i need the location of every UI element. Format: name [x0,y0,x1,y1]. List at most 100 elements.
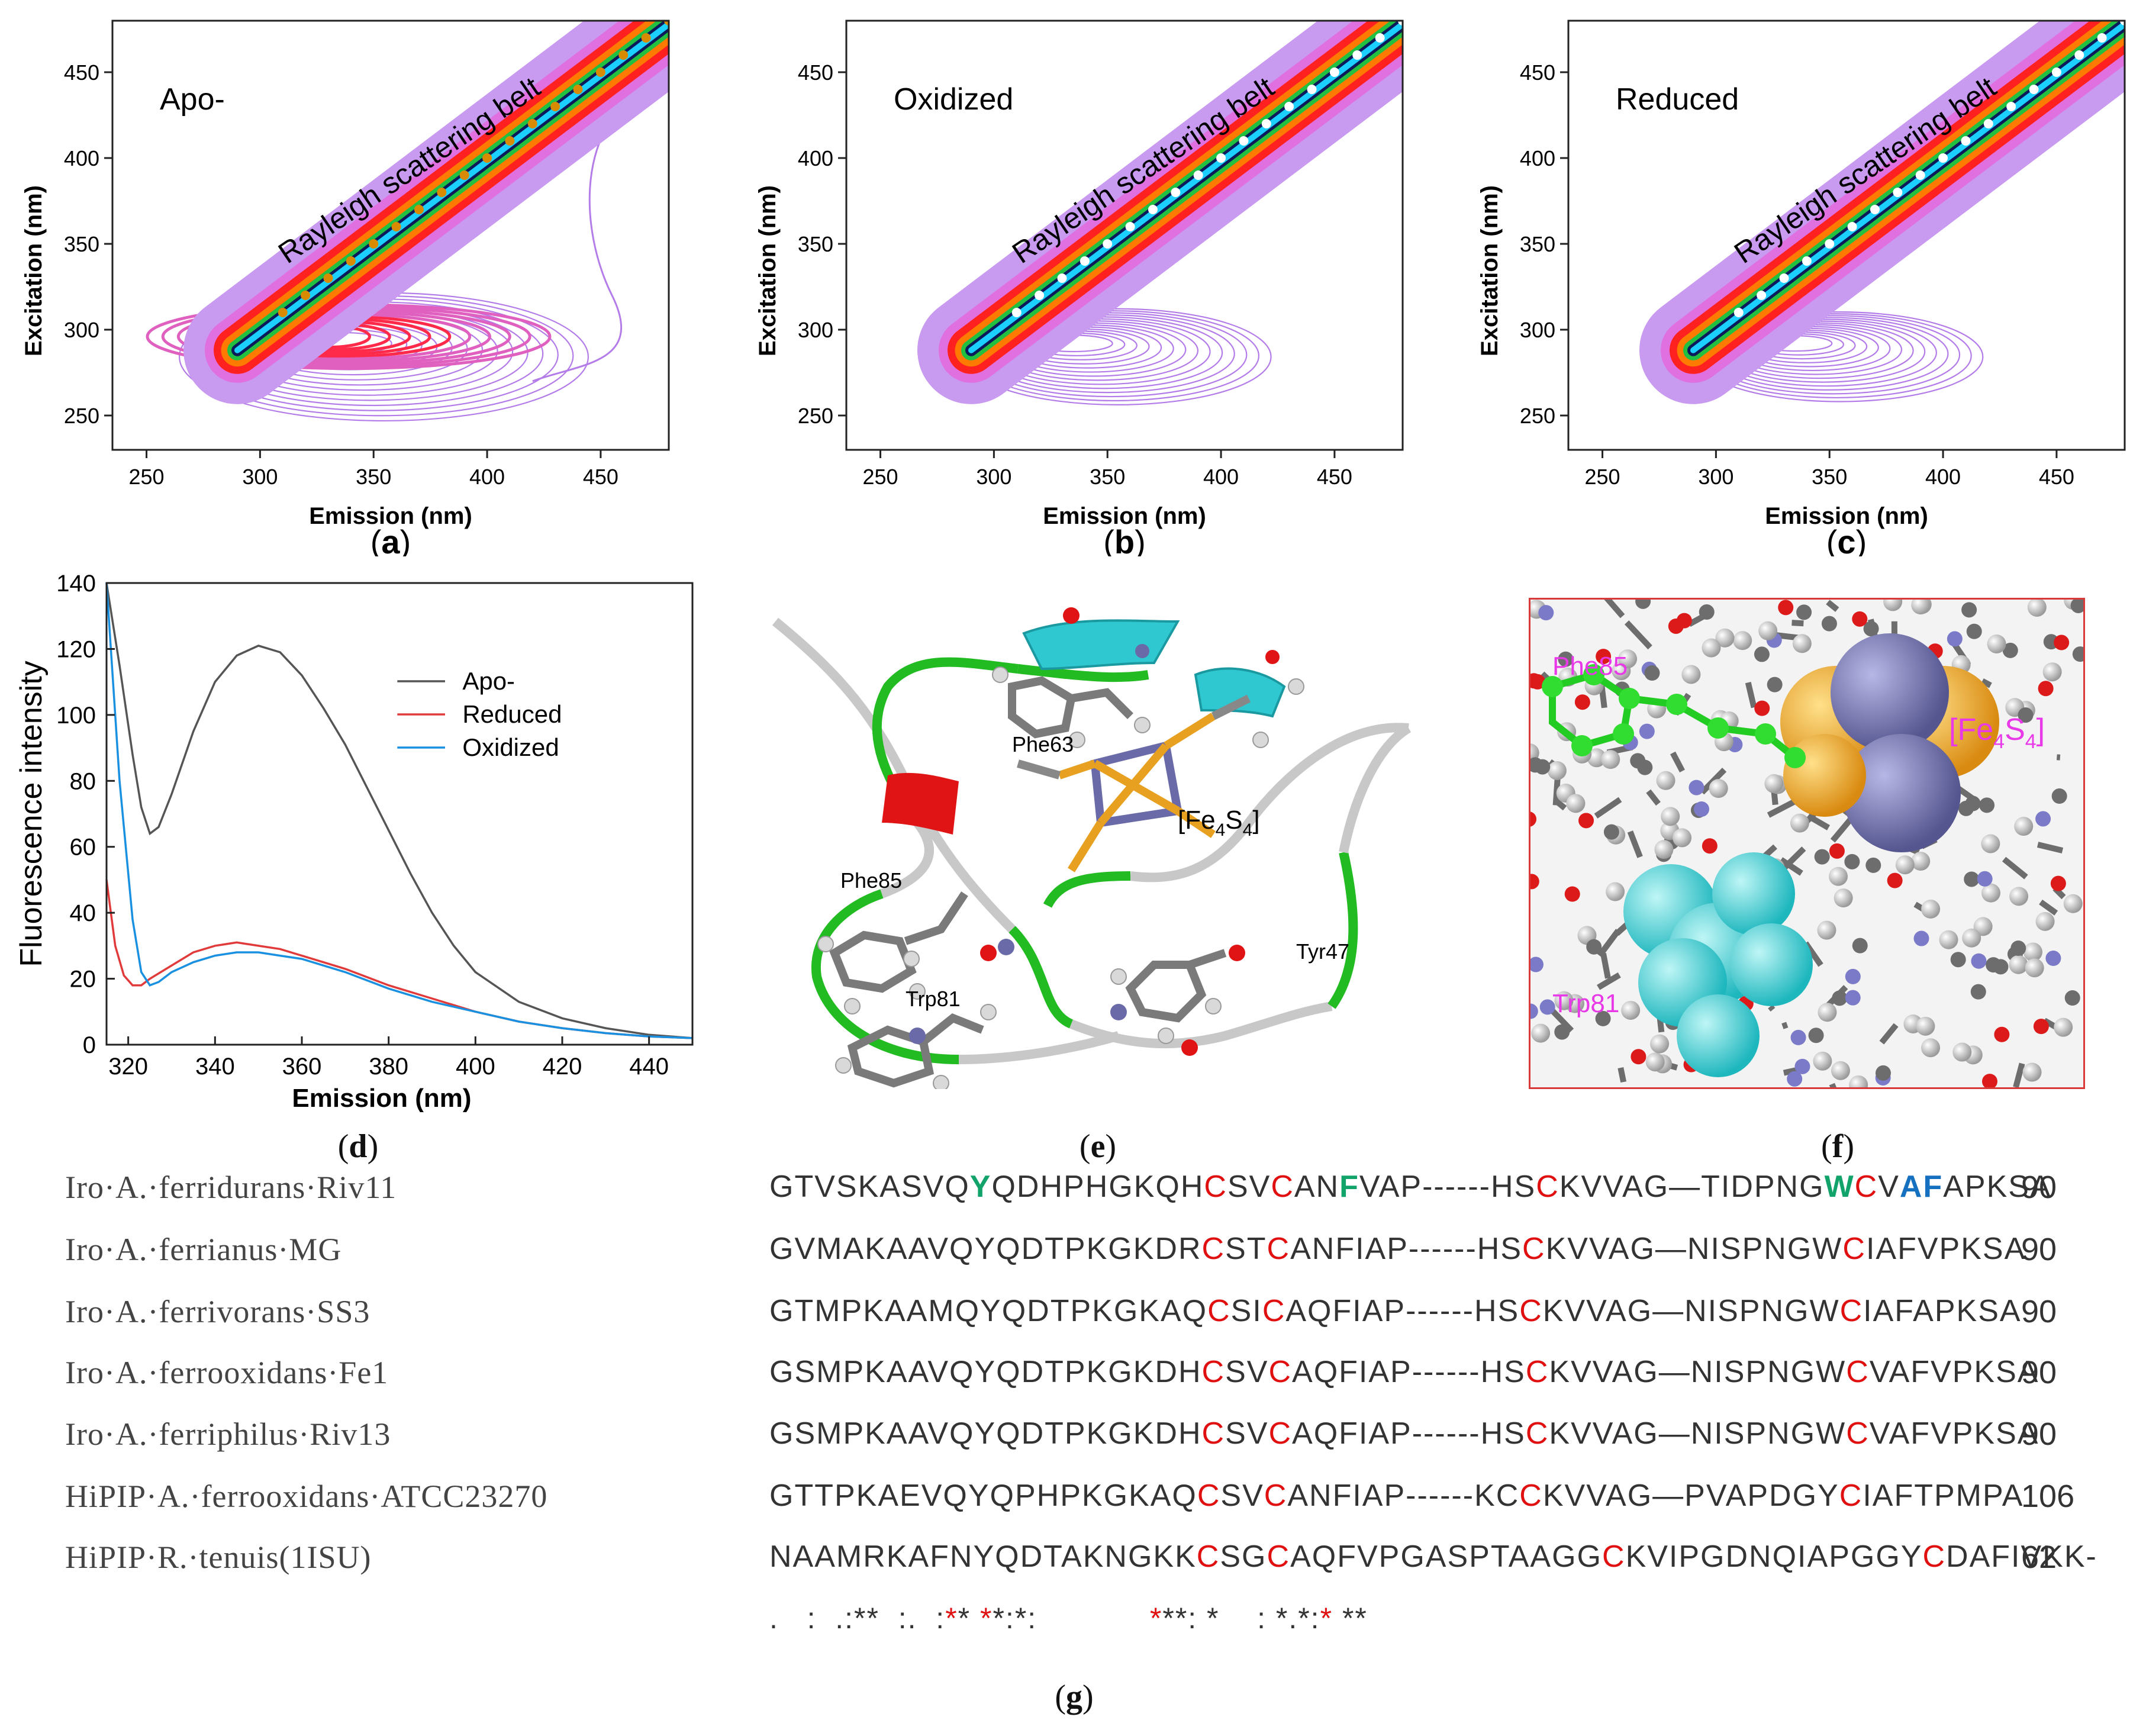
label-phe85: Phe85 [840,868,902,893]
y-tick-label: 400 [64,146,99,170]
label-trp81: Trp81 [906,987,961,1011]
y-tick-label: 80 [70,768,96,794]
sequence-length: 90 [2021,1416,2057,1452]
band-spot [369,239,379,249]
x-tick-label: 400 [469,465,505,489]
x-axis-label: Emission (nm) [292,1084,471,1113]
x-axis-label: Emission (nm) [1765,503,1928,529]
caption-e: (e) [1079,1128,1117,1165]
y-tick-label: 250 [64,404,99,428]
x-tick-label: 400 [1203,465,1239,489]
fluorescence-chart: 320 340 360 380 400 420 440 0 20 40 60 80 100 120 140 E… [14,571,694,1113]
sequence-residues: GSMPKAAVQYQDTPKGKDHCSVCAQFIAP------HSCKV… [769,1416,2039,1451]
sequence-residues: GTTPKAEVQYQPHPKGKAQCSVCANFIAP------KCCKV… [769,1479,2024,1513]
band-spot [1261,119,1271,128]
y-tick-label: 300 [64,318,99,342]
protein-structure-e: Phe63 Phe85 Trp81 Tyr47 [Fe4S4] [772,607,1412,1089]
y-axis-label: Excitation (nm) [1477,185,1503,356]
x-tick-label: 450 [1317,465,1352,489]
band-spot [550,102,560,111]
label-cluster-e: [Fe4S4] [1178,806,1260,840]
band-spot [527,119,537,128]
band-spot [346,256,356,266]
band-spot [1103,239,1113,249]
band-spot [1035,291,1045,300]
x-tick-label: 450 [583,465,618,489]
y-axis-label: Excitation (nm) [755,185,781,356]
band-spot [1938,153,1948,163]
plot-frame [105,582,694,1046]
band-spot [459,170,469,180]
y-tick-label: 20 [70,967,96,993]
band-spot [301,291,311,300]
band-spot [414,205,424,214]
panel-state-label: Reduced [1616,82,1739,117]
band-spot [1329,67,1339,77]
sequence-length: 90 [2021,1170,2057,1205]
x-axis-label: Emission (nm) [309,503,472,529]
label-tyr47: Tyr47 [1296,939,1349,964]
band-spot [1148,205,1158,214]
caption-g: (g) [1055,1679,1094,1715]
band-spot [1847,222,1857,231]
band-spot [1011,308,1022,317]
band-spot [1284,102,1294,111]
band-spot [482,153,492,163]
x-tick-label: 250 [129,465,165,489]
band-spot [391,222,401,231]
x-tick-label: 380 [369,1054,408,1080]
x-tick-label: 440 [629,1054,669,1080]
x-tick-label: 340 [195,1054,235,1080]
y-tick-label: 450 [1520,60,1555,85]
caption-b: (b) [1103,523,1146,556]
plot-frame [1567,20,2126,451]
legend-label: Apo- [462,667,515,695]
band-spot [2006,102,2016,111]
band-spot [595,67,605,77]
y-tick-label: 300 [798,318,833,342]
band-spot [664,21,669,25]
y-axis-label: Excitation (nm) [21,185,47,356]
x-axis-label: Emission (nm) [1043,503,1206,529]
x-tick-label: 300 [242,465,278,489]
plot-frame [111,20,670,451]
label-phe63: Phe63 [1012,732,1074,756]
band-spot [1915,170,1925,180]
y-tick-label: 300 [1520,318,1555,342]
sequence-length: 90 [2021,1294,2057,1329]
y-tick-label: 450 [64,60,99,85]
x-tick-label: 350 [1812,465,1847,489]
label-f-trp81: Trp81 [1552,989,1619,1018]
sequence-residues: GSMPKAAVQYQDTPKGKDHCSVCAQFIAP------HSCKV… [769,1355,2039,1389]
band-spot [2097,33,2107,43]
sequence-residues: NAAMRKAFNYQDTAKNGKKCSGCAQFVPGASPTAAGGCKV… [769,1539,2097,1574]
y-tick-label: 60 [70,835,96,861]
panel-state-label: Oxidized [894,82,1013,117]
band-spot [1870,205,1880,214]
sequence-name: Iro·A.·ferridurans·Riv11 [65,1170,397,1205]
label-f-cluster: [Fe4S4] [1949,713,2045,753]
sequence-residues: GVMAKAAVQYQDTPKGKDRCSTCANFIAP------HSCKV… [769,1232,2026,1266]
y-tick-label: 350 [64,232,99,256]
band-spot [1961,136,1971,146]
band-spot [641,33,651,43]
x-tick-label: 360 [282,1054,322,1080]
contour-plot-c: 250 300 350 400 450 250 300 350 400 450 Emission (… [1477,20,2126,556]
sequence-length: 90 [2021,1232,2057,1267]
band-spot [1983,119,1993,128]
sequence-name: Iro·A.·ferrivorans·SS3 [65,1294,370,1329]
sequence-name: Iro·A.·ferrianus·MG [65,1232,342,1267]
band-spot [1057,273,1067,283]
band-spot [1352,50,1362,60]
y-axis-label: Fluorescence intensity [14,661,49,967]
x-tick-label: 350 [1090,465,1125,489]
panel-state-label: Apo- [160,82,225,117]
band-spot [278,308,288,317]
band-spot [573,85,583,94]
caption-a: (a) [370,523,411,556]
sequence-name: Iro·A.·ferriphilus·Riv13 [65,1416,391,1452]
sequence-residues: GTVSKASVQYQDHPHGKQHCSVCANFVAP------HSCKV… [769,1170,2052,1204]
y-tick-label: 450 [798,60,833,85]
y-tick-label: 350 [798,232,833,256]
plot-frame [845,20,1404,451]
